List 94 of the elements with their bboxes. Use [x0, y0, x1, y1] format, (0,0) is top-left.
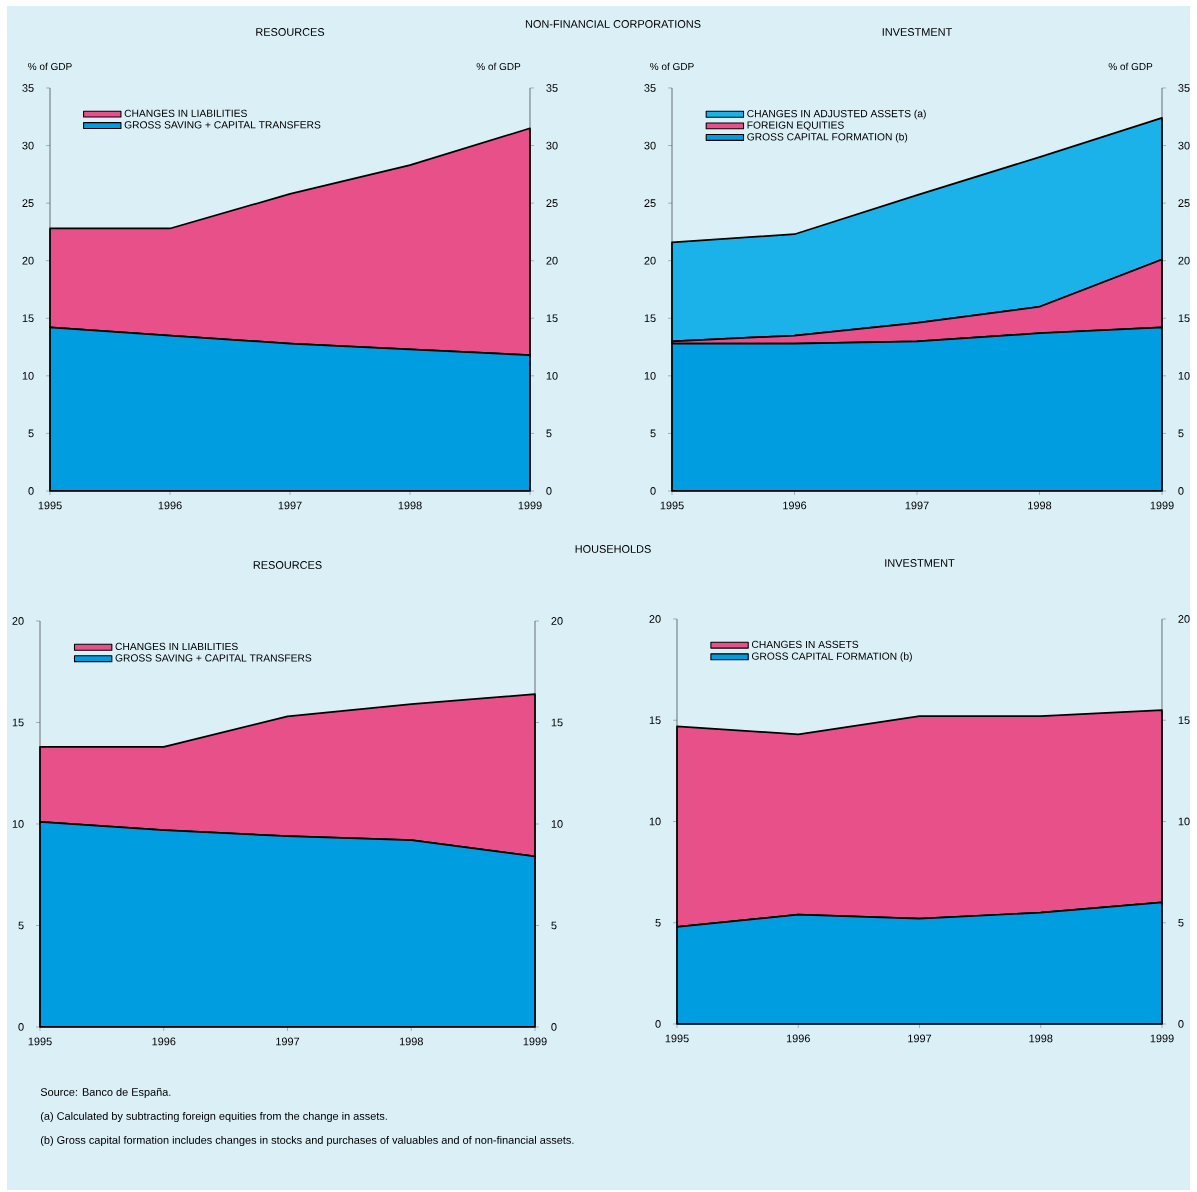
y2-tick-label: 30	[1178, 141, 1190, 150]
y-tick-label: 20	[22, 256, 34, 265]
chart-title: INVESTMENT	[882, 28, 952, 36]
x-tick-label: 1996	[152, 1037, 176, 1046]
y-tick-label: 0	[18, 1023, 24, 1031]
legend-label: GROSS SAVING + CAPITAL TRANSFERS	[124, 121, 321, 129]
y-tick-label: 15	[12, 718, 24, 727]
x-tick-label: 1997	[908, 1034, 932, 1043]
y2-tick-label: 20	[1178, 256, 1190, 265]
x-tick-label: 1997	[276, 1037, 300, 1046]
y2-tick-label: 0	[1178, 1020, 1184, 1028]
y-tick-label: 30	[22, 141, 34, 150]
legend-label: GROSS SAVING + CAPITAL TRANSFERS	[115, 654, 312, 662]
x-tick-label: 1996	[783, 501, 807, 510]
y2-tick-label: 5	[551, 921, 557, 930]
y2-tick-label: 0	[551, 1023, 557, 1031]
y2-tick-label: 20	[546, 256, 558, 265]
y-tick-label: 5	[650, 429, 656, 438]
x-tick-label: 1999	[523, 1037, 547, 1046]
x-tick-label: 1995	[665, 1034, 689, 1043]
y-axis-title: % of GDP	[28, 62, 72, 71]
y2-tick-label: 15	[1178, 716, 1190, 725]
legend-label: FOREIGN EQUITIES	[747, 121, 844, 131]
legend-label: CHANGES IN ASSETS	[751, 640, 859, 649]
y2-axis-title: % of GDP	[1108, 62, 1153, 71]
y-tick-label: 10	[649, 817, 661, 826]
x-tick-label: 1999	[518, 501, 542, 510]
y-tick-label: 10	[644, 371, 656, 380]
y2-tick-label: 5	[1178, 429, 1184, 438]
text: (a) Calculated by subtracting foreign equities from the change in assets.	[40, 1111, 387, 1123]
legend-label: GROSS CAPITAL FORMATION (b)	[751, 652, 912, 662]
y-tick-label: 30	[644, 141, 656, 150]
y-tick-label: 20	[644, 256, 656, 265]
y-tick-label: 5	[655, 918, 661, 927]
source-note: Source: Banco de España.	[40, 1087, 171, 1099]
y2-axis-title: % of GDP	[476, 62, 521, 71]
y-tick-label: 0	[655, 1020, 661, 1028]
x-tick-label: 1998	[399, 1037, 423, 1046]
y-tick-label: 15	[649, 716, 661, 725]
y2-tick-label: 20	[551, 617, 563, 625]
y-tick-label: 20	[649, 615, 661, 623]
y2-tick-label: 15	[1178, 314, 1190, 323]
y2-tick-label: 25	[546, 199, 558, 207]
y2-tick-label: 25	[1178, 199, 1190, 207]
y2-tick-label: 35	[1178, 84, 1190, 92]
x-tick-label: 1998	[1029, 1034, 1053, 1043]
y2-tick-label: 10	[546, 371, 558, 380]
y-tick-label: 5	[28, 429, 34, 438]
y-tick-label: 0	[650, 487, 656, 495]
y-tick-label: 10	[22, 371, 34, 380]
y2-tick-label: 0	[546, 487, 552, 495]
y-tick-label: 20	[12, 617, 24, 625]
y2-tick-label: 20	[1178, 615, 1190, 623]
y2-tick-label: 10	[551, 820, 563, 828]
x-tick-label: 1995	[660, 501, 684, 510]
legend-label: CHANGES IN LIABILITIES	[124, 109, 247, 117]
y-tick-label: 25	[644, 199, 656, 207]
x-tick-label: 1999	[1150, 501, 1174, 510]
x-tick-label: 1996	[786, 1034, 810, 1043]
y-tick-label: 35	[22, 84, 34, 92]
y-tick-label: 15	[22, 314, 34, 323]
legend-label: CHANGES IN LIABILITIES	[115, 642, 238, 651]
y-axis-title: % of GDP	[650, 62, 694, 71]
y-tick-label: 5	[18, 921, 24, 930]
y2-tick-label: 30	[546, 141, 558, 150]
text: (b) Gross capital formation includes changes in stocks and purchases of valuables and of non-financial assets.	[40, 1135, 574, 1147]
chart-title: RESOURCES	[256, 28, 325, 36]
x-tick-label: 1999	[1150, 1034, 1174, 1043]
x-tick-label: 1998	[398, 501, 422, 510]
y2-tick-label: 10	[1178, 371, 1190, 380]
y2-tick-label: 0	[1178, 487, 1184, 495]
y-tick-label: 10	[12, 820, 24, 828]
x-tick-label: 1997	[278, 501, 302, 510]
x-tick-label: 1995	[28, 1037, 52, 1046]
y2-tick-label: 5	[546, 429, 552, 438]
y-tick-label: 25	[22, 199, 34, 207]
chart-title: RESOURCES	[253, 561, 322, 569]
y2-tick-label: 5	[1178, 918, 1184, 927]
y2-tick-label: 10	[1178, 817, 1190, 826]
x-tick-label: 1997	[905, 501, 929, 510]
y-tick-label: 0	[28, 487, 34, 495]
legend-label: CHANGES IN ADJUSTED ASSETS (a)	[747, 109, 926, 120]
y2-tick-label: 15	[546, 314, 558, 323]
x-tick-label: 1996	[158, 501, 182, 510]
chart-title: INVESTMENT	[885, 559, 955, 567]
y2-tick-label: 35	[546, 84, 558, 92]
y-tick-label: 35	[644, 84, 656, 92]
legend-label: GROSS CAPITAL FORMATION (b)	[747, 132, 908, 143]
x-tick-label: 1998	[1028, 501, 1052, 510]
text: HOUSEHOLDS	[575, 545, 651, 553]
text: NON-FINANCIAL CORPORATIONS	[525, 20, 701, 28]
x-tick-label: 1995	[38, 501, 62, 510]
y2-tick-label: 15	[551, 718, 563, 727]
y-tick-label: 15	[644, 314, 656, 323]
